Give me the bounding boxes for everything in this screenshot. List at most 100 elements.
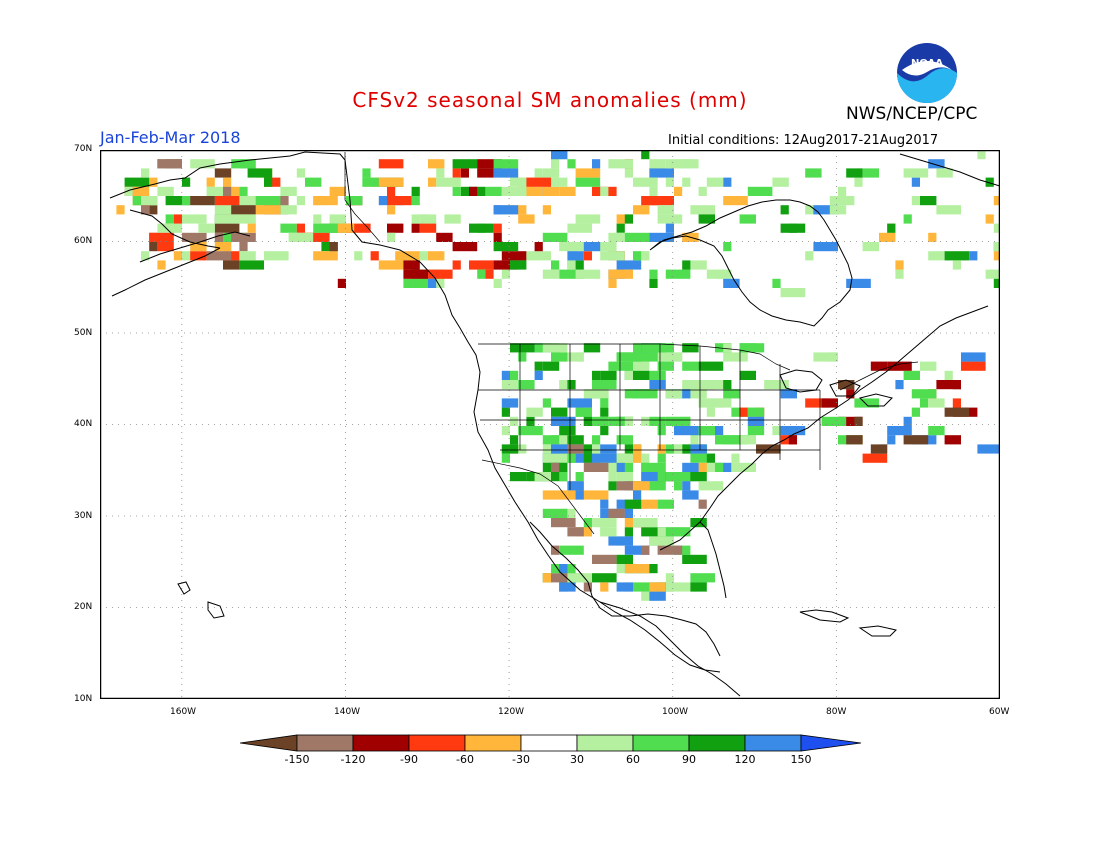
anomaly-cell <box>870 444 888 454</box>
anomaly-cell <box>665 159 691 169</box>
anomaly-cell <box>600 527 617 537</box>
anomaly-cell <box>411 196 420 206</box>
anomaly-cell <box>559 472 568 482</box>
colorbar-label: 30 <box>570 753 584 766</box>
noaa-logo: NOAA <box>897 43 957 103</box>
anomaly-cell <box>780 288 806 298</box>
anomaly-cell <box>903 214 912 224</box>
anomaly-cell <box>542 361 560 371</box>
anomaly-cell <box>624 214 633 224</box>
anomaly-cell <box>190 251 207 261</box>
anomaly-cell <box>592 380 617 390</box>
anomaly-cell <box>493 260 519 270</box>
anomaly-cell <box>551 407 568 417</box>
lat-label: 50N <box>74 328 93 338</box>
anomaly-cell <box>624 370 633 380</box>
anomaly-cell <box>895 260 904 270</box>
anomaly-cell <box>542 573 551 583</box>
anomaly-cell <box>813 352 838 362</box>
anomaly-cell <box>551 260 560 270</box>
anomaly-cell <box>542 398 551 408</box>
anomaly-cell <box>387 205 396 215</box>
anomaly-cells <box>116 150 1000 601</box>
anomaly-cell <box>452 242 478 252</box>
anomaly-cell <box>485 186 502 196</box>
anomaly-cell <box>616 554 633 564</box>
anomaly-cell <box>592 242 617 252</box>
anomaly-cell <box>731 462 740 472</box>
anomaly-cell <box>141 205 150 215</box>
anomaly-cell <box>608 481 617 491</box>
anomaly-cell <box>575 407 592 417</box>
anomaly-cell <box>665 472 691 482</box>
anomaly-cell <box>616 223 625 233</box>
anomaly-cell <box>567 398 592 408</box>
anomaly-cell <box>288 232 314 242</box>
anomaly-cell <box>214 168 232 178</box>
anomaly-cell <box>674 444 683 454</box>
anomaly-cell <box>698 481 724 491</box>
anomaly-cell <box>706 269 724 279</box>
anomaly-cell <box>788 435 797 445</box>
anomaly-cell <box>706 380 732 390</box>
anomaly-cell <box>633 205 650 215</box>
anomaly-cell <box>969 251 978 261</box>
anomaly-cell <box>526 177 551 187</box>
colorbar-segment <box>744 734 802 752</box>
anomaly-cell <box>641 343 666 353</box>
colorbar-segment <box>576 734 634 752</box>
anomaly-cell <box>583 242 601 252</box>
anomaly-cell <box>510 472 527 482</box>
anomaly-cell <box>764 380 789 390</box>
anomaly-cell <box>690 435 699 445</box>
lat-label: 60N <box>74 236 93 246</box>
anomaly-cell <box>633 582 650 592</box>
anomaly-cell <box>838 416 863 426</box>
anomaly-cell <box>649 168 674 178</box>
anomaly-cell <box>551 159 560 169</box>
anomaly-cell <box>731 462 756 472</box>
anomaly-cell <box>362 177 379 187</box>
anomaly-cell <box>264 177 281 187</box>
anomaly-cell <box>600 462 617 472</box>
anomaly-cell <box>641 545 650 555</box>
anomaly-cell <box>772 278 781 288</box>
anomaly-cell <box>428 269 453 279</box>
anomaly-cell <box>534 361 543 371</box>
anomaly-cell <box>665 527 691 537</box>
anomaly-cell <box>928 159 945 169</box>
anomaly-cell <box>633 444 642 454</box>
anomaly-cell <box>608 508 625 518</box>
anomaly-cell <box>567 573 592 583</box>
anomaly-cell <box>280 223 297 233</box>
anomaly-cell <box>149 242 158 252</box>
anomaly-cell <box>485 269 494 279</box>
anomaly-cell <box>903 416 912 426</box>
anomaly-cell <box>977 150 986 160</box>
anomaly-cell <box>690 260 707 270</box>
anomaly-cell <box>452 260 461 270</box>
anomaly-cell <box>296 223 305 233</box>
anomaly-cell <box>993 251 1000 261</box>
anomaly-cell <box>239 214 256 224</box>
anomaly-cell <box>182 232 207 242</box>
anomaly-cell <box>182 177 191 187</box>
anomaly-cell <box>305 177 322 187</box>
anomaly-cell <box>723 343 732 353</box>
anomaly-cell <box>698 361 724 371</box>
anomaly-cell <box>510 435 519 445</box>
anomaly-cell <box>657 453 666 463</box>
anomaly-cell <box>518 426 543 436</box>
anomaly-cell <box>247 168 273 178</box>
anomaly-cell <box>862 453 888 463</box>
anomaly-cell <box>690 472 699 482</box>
anomaly-cell <box>616 435 633 445</box>
anomaly-cell <box>780 426 806 436</box>
anomaly-cell <box>920 196 937 206</box>
anomaly-cell <box>739 435 756 445</box>
anomaly-cell <box>469 223 494 233</box>
anomaly-cell <box>501 407 510 417</box>
anomaly-cell <box>534 472 551 482</box>
anomaly-cell <box>501 251 527 261</box>
anomaly-cell <box>854 177 863 187</box>
